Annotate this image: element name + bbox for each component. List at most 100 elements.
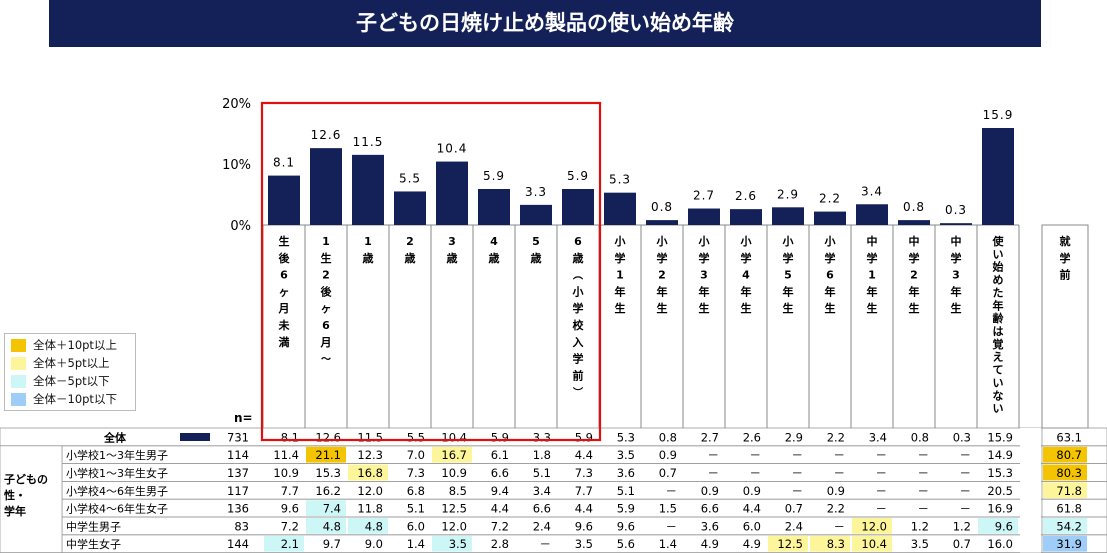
row-n: 137 — [227, 466, 249, 480]
table-cell: 7.3 — [407, 466, 425, 480]
table-cell: 7.2 — [281, 519, 299, 533]
table-cell: 2.2 — [827, 502, 845, 516]
bar — [730, 209, 762, 225]
category-label: 学 — [615, 251, 626, 265]
table-cell: 12.0 — [861, 519, 887, 533]
table-cell: 6.1 — [491, 448, 509, 462]
category-label: 2 — [658, 269, 666, 282]
extra-cell: 61.8 — [1056, 502, 1082, 516]
table-cell: 3.5 — [911, 537, 929, 551]
category-label: 年 — [867, 284, 878, 298]
table-cell: 7.4 — [323, 502, 341, 516]
table-cell: 15.3 — [987, 466, 1013, 480]
category-label: 月 — [278, 302, 290, 315]
category-label: 歳 — [447, 251, 458, 265]
table-cell: 2.1 — [281, 537, 299, 551]
table-cell: － — [834, 448, 846, 462]
bar-value-label: 0.8 — [903, 200, 925, 214]
table-cell: － — [666, 484, 678, 498]
bar-value-label: 15.9 — [983, 108, 1014, 122]
table-cell: － — [834, 519, 846, 533]
table-cell: － — [960, 448, 972, 462]
category-label: な — [993, 389, 1004, 402]
table-cell: 12.3 — [357, 448, 383, 462]
bar-value-label: 11.5 — [353, 135, 384, 149]
highlight-cell — [432, 535, 472, 552]
table-cell: 9.4 — [491, 484, 509, 498]
table-cell: 10.9 — [273, 466, 299, 480]
category-label: 学 — [867, 251, 878, 265]
bar-value-label: 3.3 — [525, 185, 547, 199]
total-series-swatch — [180, 433, 210, 441]
table-cell: － — [918, 448, 930, 462]
table-cell: 3.6 — [701, 519, 719, 533]
bar — [982, 128, 1014, 225]
table-cell: 12.0 — [357, 484, 383, 498]
table-cell: 0.7 — [785, 502, 803, 516]
extra-column-label: 就 — [1060, 234, 1071, 248]
category-label: 使 — [992, 234, 1005, 248]
highlight-cell — [1043, 518, 1087, 534]
group-label: 学年 — [4, 504, 26, 518]
table-cell: 4.4 — [575, 502, 593, 516]
category-label: 学 — [825, 251, 836, 265]
highlight-cell — [432, 446, 472, 463]
table-cell: － — [918, 466, 930, 480]
category-label: 生 — [699, 301, 710, 315]
bar — [898, 220, 930, 225]
extra-cell: 54.2 — [1056, 519, 1082, 533]
table-cell: 6.8 — [407, 484, 425, 498]
category-label: 3 — [448, 235, 456, 248]
category-label: 学 — [951, 251, 962, 265]
highlight-cell — [306, 446, 346, 463]
table-cell: 7.7 — [575, 484, 593, 498]
table-cell: 0.9 — [659, 448, 677, 462]
bar — [478, 189, 510, 225]
bar — [814, 211, 846, 225]
category-label: 1 — [868, 269, 876, 282]
row-label: 小学校4〜6年生女子 — [66, 502, 168, 516]
category-label: い — [993, 248, 1004, 261]
bar — [646, 220, 678, 225]
category-label: 後 — [321, 284, 333, 298]
n-label: n= — [234, 411, 253, 425]
category-label: 小 — [782, 234, 794, 248]
category-label: 入 — [573, 336, 584, 349]
category-label: 年 — [909, 284, 920, 298]
row-label: 中学生男子 — [66, 519, 121, 533]
table-cell: 5.5 — [407, 430, 425, 444]
category-label: 覚 — [992, 337, 1004, 351]
legend-swatch — [11, 357, 26, 370]
category-label: 生 — [741, 301, 752, 315]
category-label: 校 — [573, 318, 585, 332]
bar-value-label: 10.4 — [437, 142, 468, 156]
extra-cell: 80.7 — [1056, 448, 1082, 462]
category-label: 年 — [783, 284, 794, 298]
category-label: 後 — [279, 251, 291, 265]
category-label: 年 — [741, 284, 752, 298]
category-label: 2 — [910, 269, 918, 282]
table-cell: 6.6 — [533, 502, 551, 516]
category-label: 学 — [909, 251, 920, 265]
table-cell: 4.9 — [701, 537, 719, 551]
chart-title: 子どもの日焼け止め製品の使い始め年齢 — [356, 11, 734, 35]
table-cell: 8.3 — [827, 537, 845, 551]
table-cell: 0.9 — [743, 484, 761, 498]
y-tick-label: 0% — [230, 219, 251, 234]
extra-cell: 80.3 — [1056, 466, 1082, 480]
table-cell: 16.2 — [315, 484, 341, 498]
table-cell: 5.1 — [617, 484, 635, 498]
category-label: ︵ — [572, 271, 583, 282]
group-label: 子どもの — [4, 473, 48, 486]
bar-value-label: 5.9 — [567, 169, 589, 183]
bar — [268, 175, 300, 225]
table-row — [0, 427, 1107, 447]
extra-cell: 31.9 — [1056, 537, 1082, 551]
bar — [394, 191, 426, 225]
table-cell: － — [750, 466, 762, 480]
category-label: 〜 — [321, 355, 331, 366]
category-label: 中 — [951, 234, 962, 248]
bar — [940, 223, 972, 225]
table-cell: 9.6 — [995, 519, 1013, 533]
row-label: 小学校4〜6年生男子 — [66, 484, 168, 498]
